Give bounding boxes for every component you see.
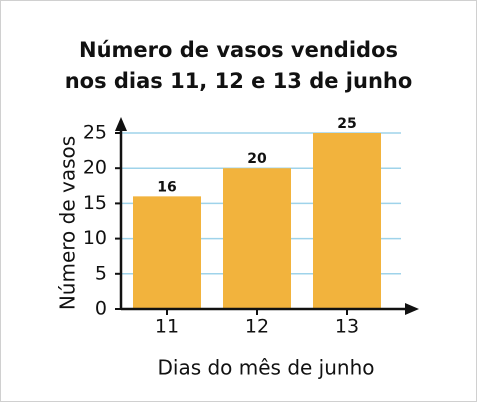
y-tick-label: 20 [83,157,107,179]
y-tick-label: 0 [95,298,107,320]
x-axis-arrow [405,303,419,315]
bar [313,133,381,309]
y-tick-label: 5 [95,262,107,284]
y-axis-label: Número de vasos [56,136,80,310]
y-axis-arrow [115,117,127,131]
x-tick-label: 12 [245,316,269,338]
x-axis-label: Dias do mês de junho [157,356,374,380]
data-label: 25 [337,116,356,132]
y-tick-label: 10 [83,227,107,249]
data-label: 16 [157,179,176,195]
x-tick-label: 13 [335,316,359,338]
data-label: 20 [247,151,267,167]
x-tick-label: 11 [155,316,179,338]
y-tick-label: 15 [83,192,107,214]
y-tick-label: 25 [83,122,107,144]
chart-title: Número de vasos vendidos nos dias 11, 12… [64,38,413,93]
bar [133,196,201,309]
bar [223,168,291,309]
